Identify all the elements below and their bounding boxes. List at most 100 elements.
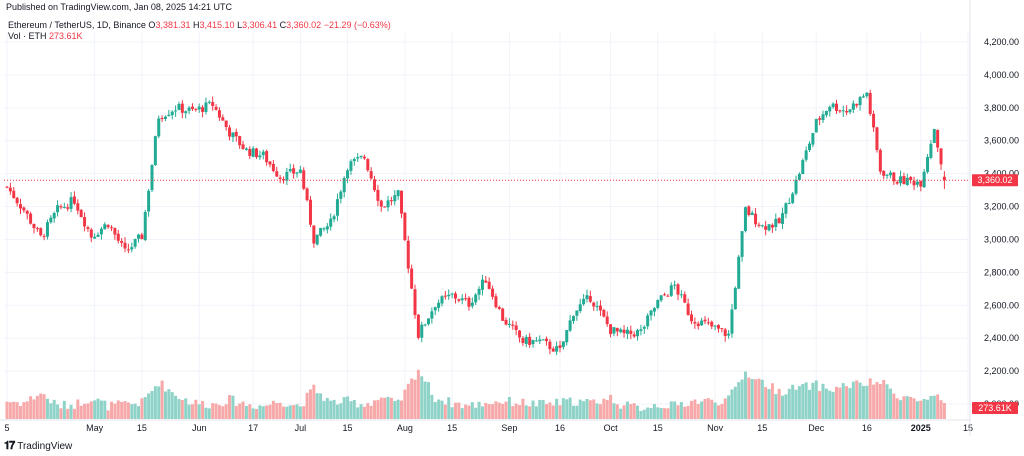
candle-body: [693, 321, 697, 324]
volume-bar: [787, 388, 791, 419]
legend-volume-label: Vol · ETH: [8, 31, 47, 41]
volume-bar: [32, 399, 36, 419]
candle-body: [278, 177, 282, 180]
candle-body: [882, 170, 886, 176]
candle-body: [251, 148, 255, 157]
candle-body: [723, 329, 727, 337]
volume-bar: [281, 406, 285, 419]
candle-body: [406, 240, 410, 269]
candle-body: [400, 190, 404, 214]
candle-body: [811, 133, 815, 145]
candle-body: [160, 118, 164, 120]
volume-bar: [514, 403, 518, 419]
candle-body: [622, 329, 626, 334]
candle-body: [551, 348, 555, 352]
volume-bar: [147, 393, 151, 419]
candle-body: [288, 169, 292, 172]
volume-bar: [551, 405, 555, 419]
candle-body: [686, 303, 690, 315]
candle-body: [669, 285, 673, 296]
volume-bar: [939, 400, 943, 419]
candle-body: [217, 110, 221, 118]
legend-open-label: O: [148, 20, 156, 30]
candle-body: [841, 110, 845, 112]
candle-body: [625, 329, 629, 334]
candle-body: [824, 110, 828, 116]
volume-bar: [366, 403, 370, 419]
x-tick-label: Oct: [604, 423, 619, 433]
volume-bar: [56, 404, 60, 419]
candle-body: [130, 247, 134, 250]
volume-bar: [797, 386, 801, 419]
candle-body: [919, 180, 923, 187]
volume-bar: [518, 405, 522, 419]
volume-bar: [656, 407, 660, 419]
volume-bar: [936, 394, 940, 419]
volume-bar: [659, 408, 663, 419]
candle-body: [143, 211, 147, 241]
footer-brand[interactable]: 𝟏𝟕 TradingView: [4, 440, 72, 453]
volume-bar: [265, 405, 269, 419]
candle-body: [268, 161, 272, 165]
volume-bar: [814, 380, 818, 419]
candle-body: [652, 308, 656, 312]
x-tick-label: 2025: [911, 423, 931, 433]
candle-body: [545, 338, 549, 342]
volume-bar: [335, 404, 339, 419]
candle-body: [271, 163, 275, 172]
volume-bar: [885, 384, 889, 419]
candle-body: [784, 203, 788, 214]
candle-body: [578, 304, 582, 312]
candle-body: [389, 200, 393, 202]
volume-bar: [794, 389, 798, 419]
volume-bar: [430, 394, 434, 419]
x-tick-label: 15: [963, 423, 973, 433]
candle-body: [808, 143, 812, 151]
volume-bar: [443, 404, 447, 419]
candle-body: [720, 328, 724, 330]
volume-bar: [878, 383, 882, 419]
volume-bar: [231, 395, 235, 419]
candle-body: [609, 324, 613, 335]
candle-body: [201, 107, 205, 112]
candle-body: [905, 177, 909, 186]
volume-bar: [642, 409, 646, 419]
volume-bar: [804, 382, 808, 419]
candle-body: [926, 156, 930, 172]
candle-body: [298, 169, 302, 173]
candle-body: [89, 229, 93, 238]
candle-body: [821, 114, 825, 121]
volume-bar: [723, 398, 727, 419]
volume-bar: [575, 405, 579, 419]
candle-body: [777, 218, 781, 224]
volume-bar: [15, 402, 19, 419]
candle-body: [922, 171, 926, 188]
candle-body: [413, 289, 417, 315]
candle-body: [99, 228, 103, 235]
x-tick-label: Aug: [397, 423, 413, 433]
volume-bar: [760, 379, 764, 419]
volume-bar: [62, 400, 66, 419]
candle-body: [265, 151, 269, 163]
candle-body: [440, 296, 444, 304]
volume-bar: [683, 406, 687, 419]
volume-bar: [383, 397, 387, 419]
volume-bar: [851, 381, 855, 419]
candle-body: [764, 226, 768, 230]
volume-bar: [137, 406, 141, 419]
volume-bar: [457, 402, 461, 419]
candle-body: [329, 218, 333, 227]
candle-body: [453, 293, 457, 299]
candle-body: [426, 318, 430, 325]
candle-body: [22, 207, 26, 211]
candle-body: [255, 148, 259, 158]
candle-body: [430, 311, 434, 319]
volume-bar: [72, 408, 76, 419]
price-chart[interactable]: 4,200.00 4,000.00 3,800.00 3,600.00 3,400.00…: [0, 0, 1024, 436]
volume-bar: [750, 379, 754, 419]
candle-body: [356, 157, 360, 159]
volume-bar: [234, 406, 238, 419]
volume-bar: [676, 405, 680, 419]
volume-bar: [501, 403, 505, 419]
volume-bar: [426, 382, 430, 419]
